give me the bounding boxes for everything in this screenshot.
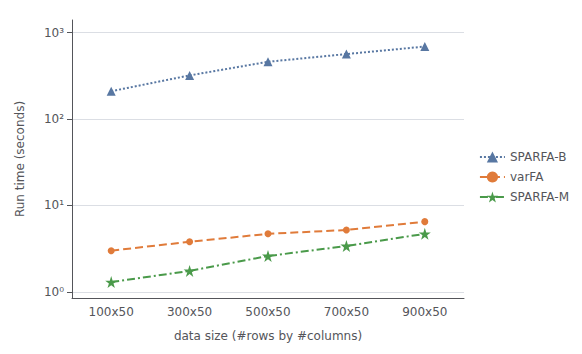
svg-text:SPARFA-M: SPARFA-M [510,190,569,204]
svg-text:100x50: 100x50 [89,305,134,319]
svg-text:10³: 10³ [44,26,64,40]
svg-text:10⁰: 10⁰ [44,285,64,299]
svg-text:500x50: 500x50 [245,305,290,319]
svg-text:data size (#rows by #columns): data size (#rows by #columns) [174,329,362,343]
svg-text:10²: 10² [44,112,64,126]
svg-text:Run time (seconds): Run time (seconds) [13,101,27,217]
svg-text:10¹: 10¹ [44,198,64,212]
svg-text:300x50: 300x50 [167,305,212,319]
svg-text:SPARFA-B: SPARFA-B [510,150,567,164]
svg-text:varFA: varFA [510,170,544,184]
svg-text:700x50: 700x50 [324,305,369,319]
svg-text:900x50: 900x50 [402,305,447,319]
